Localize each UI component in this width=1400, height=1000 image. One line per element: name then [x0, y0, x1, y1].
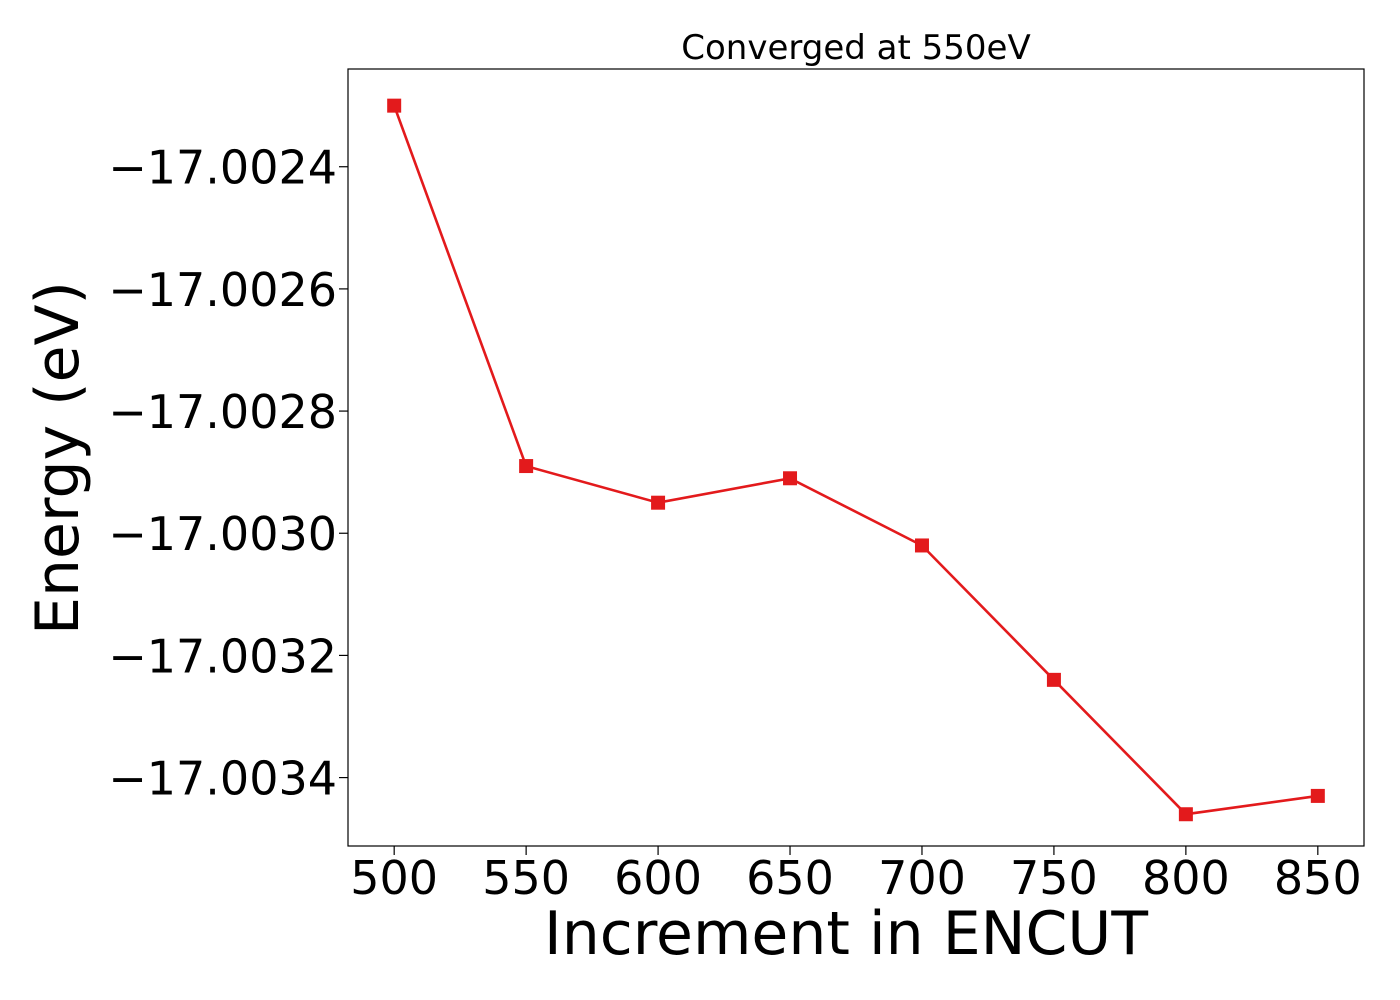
- x-tick-label: 500: [350, 851, 438, 905]
- x-axis-label: Increment in ENCUT: [544, 899, 1148, 969]
- x-tick-label: 750: [1010, 851, 1098, 905]
- y-tick-label: −17.0024: [108, 141, 337, 195]
- y-tick-label: −17.0034: [108, 752, 337, 806]
- data-point-marker: [1046, 672, 1061, 687]
- y-axis-label: Energy (eV): [23, 281, 93, 635]
- x-tick-label: 650: [746, 851, 834, 905]
- y-tick-label: −17.0030: [108, 507, 337, 561]
- data-point-marker: [783, 471, 798, 486]
- plot-frame: [347, 68, 1365, 847]
- x-tick-label: 700: [878, 851, 966, 905]
- series-line: [392, 105, 1318, 816]
- x-tick-label: 600: [614, 851, 702, 905]
- data-point-marker: [519, 459, 534, 474]
- data-point-marker: [1310, 788, 1325, 803]
- data-point-marker: [1178, 807, 1193, 822]
- y-tick-label: −17.0026: [108, 263, 337, 317]
- plot-area: 500 550 600 650 700 750 800 850 −17.0024 −17.0026…: [108, 98, 1362, 905]
- x-tick-label: 850: [1274, 851, 1362, 905]
- chart-title: Converged at 550eV: [681, 28, 1030, 68]
- x-tick-label: 800: [1142, 851, 1230, 905]
- y-tick-label: −17.0028: [108, 385, 337, 439]
- data-point-marker: [651, 495, 666, 510]
- y-tick-label: −17.0032: [108, 629, 337, 683]
- data-point-marker: [387, 98, 402, 113]
- x-tick-label: 550: [482, 851, 570, 905]
- data-point-marker: [914, 538, 929, 553]
